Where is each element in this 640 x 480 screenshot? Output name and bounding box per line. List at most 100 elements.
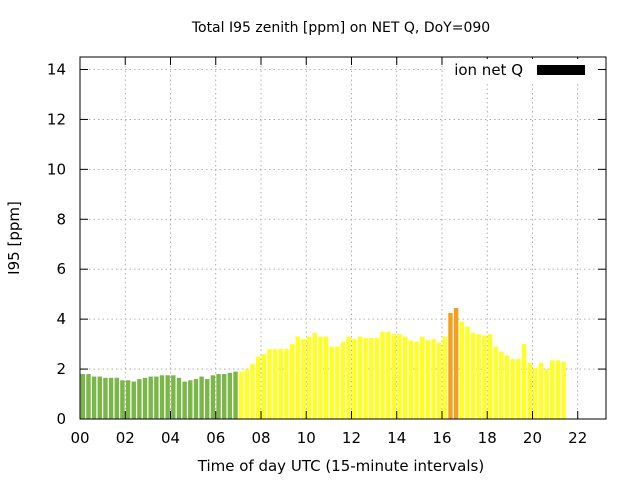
bar: [482, 335, 487, 419]
bar: [137, 379, 142, 419]
bar: [538, 362, 544, 419]
bar: [131, 381, 136, 419]
bar: [510, 359, 515, 419]
bar: [154, 376, 159, 419]
y-tick-label: 10: [47, 160, 66, 178]
bar: [346, 336, 351, 419]
bar: [233, 371, 238, 419]
bar: [306, 336, 312, 419]
bar: [125, 380, 131, 419]
grid: [80, 57, 606, 419]
y-tick-label: 2: [56, 360, 66, 378]
bar: [108, 377, 114, 419]
bar: [182, 381, 187, 419]
legend-swatch: [537, 65, 585, 75]
bar: [250, 364, 255, 419]
bar: [340, 341, 346, 419]
x-tick-label: 12: [342, 429, 361, 447]
x-tick-label: 02: [116, 429, 135, 447]
bar: [165, 375, 170, 419]
bar: [470, 332, 476, 419]
legend-background: [445, 59, 595, 81]
bar: [408, 340, 414, 419]
bar: [227, 372, 233, 419]
bar: [188, 380, 193, 419]
bar: [318, 336, 323, 419]
bar: [561, 361, 566, 419]
x-tick-label: 20: [523, 429, 542, 447]
bar: [403, 336, 408, 419]
bar: [97, 376, 102, 419]
bar: [453, 307, 459, 419]
axis-ticks: [79, 57, 606, 420]
bar: [369, 337, 374, 419]
bar: [120, 380, 125, 419]
bar: [103, 377, 108, 419]
bar: [284, 349, 289, 419]
x-tick-labels: 00 02 04 06 08 10 12 14 16 18 20 22: [70, 429, 587, 447]
plot-frame: [79, 56, 607, 420]
bar: [278, 349, 283, 419]
bar: [267, 349, 272, 419]
bar: [216, 374, 221, 419]
x-tick-label: 16: [432, 429, 451, 447]
bar: [487, 334, 493, 419]
bar: [238, 371, 244, 419]
bars: [80, 307, 566, 419]
x-tick-label: 06: [206, 429, 225, 447]
x-tick-label: 08: [251, 429, 270, 447]
bar: [91, 376, 97, 419]
y-tick-label: 4: [56, 310, 66, 328]
y-tick-label: 0: [56, 410, 66, 428]
y-tick-labels: 0 2 4 6 8 10 12 14: [47, 60, 66, 428]
bar: [312, 332, 317, 419]
y-tick-label: 12: [47, 110, 66, 128]
bar: [386, 331, 391, 419]
bar: [363, 337, 368, 419]
bar: [544, 369, 549, 419]
bar: [414, 341, 419, 419]
bar: [323, 336, 329, 419]
bar: [142, 377, 148, 419]
bar: [222, 374, 227, 419]
y-tick-label: 6: [56, 260, 66, 278]
y-tick-label: 8: [56, 210, 66, 228]
bar: [272, 349, 278, 419]
x-tick-label: 22: [568, 429, 587, 447]
bar: [459, 321, 464, 419]
bar: [352, 339, 357, 419]
bar: [148, 376, 153, 419]
bar: [397, 334, 402, 419]
bar: [295, 336, 300, 419]
bar: [419, 336, 425, 419]
bar: [431, 339, 436, 419]
bar: [499, 351, 504, 419]
bar: [261, 354, 267, 419]
bar: [493, 346, 498, 419]
bar: [533, 367, 538, 419]
y-tick-label: 14: [47, 60, 66, 78]
bar: [504, 355, 510, 419]
bar: [114, 377, 119, 419]
bar: [425, 340, 431, 419]
bar: [159, 375, 165, 419]
x-tick-label: 04: [161, 429, 180, 447]
bar: [80, 374, 86, 419]
bar: [335, 346, 340, 419]
bar: [193, 379, 199, 419]
legend-label: ion net Q: [454, 61, 523, 79]
bar: [255, 356, 261, 419]
bar: [465, 326, 470, 419]
bar: [244, 369, 250, 419]
chart-title: Total I95 zenith [ppm] on NET Q, DoY=090: [191, 20, 490, 36]
legend: ion net Q: [445, 59, 595, 81]
bar: [516, 359, 521, 419]
bar: [301, 339, 306, 419]
bar: [521, 344, 527, 419]
x-tick-label: 14: [387, 429, 406, 447]
bar: [391, 334, 397, 419]
bar: [329, 346, 334, 419]
bar: [476, 334, 481, 419]
bar: [527, 362, 532, 419]
